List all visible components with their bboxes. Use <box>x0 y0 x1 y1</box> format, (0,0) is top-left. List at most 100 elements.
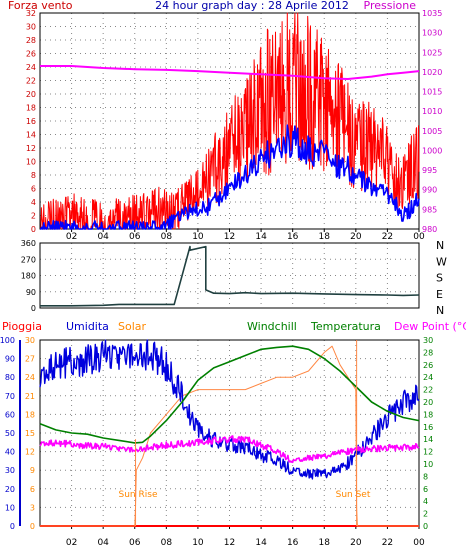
y-tick-label: 1010 <box>422 107 442 116</box>
y-tick-label: 8 <box>31 171 36 180</box>
weather-x-axis: 02 04 06 08 10 12 14 16 18 20 22 00 <box>66 526 425 548</box>
y-tick-label: 60 <box>5 410 15 419</box>
x-tick-label: 06 <box>129 538 141 548</box>
direction-grid <box>40 243 419 308</box>
y-tick-label: 16 <box>26 117 36 126</box>
y-tick-label: 18 <box>25 410 35 419</box>
wind-x-axis: 02 04 06 08 10 12 14 16 18 20 22 00 <box>66 229 425 242</box>
y-tick-label: 30 <box>423 336 433 345</box>
y-tick-label: 980 <box>422 225 437 234</box>
temperature-label: Temperatura <box>310 320 381 333</box>
y-tick-label: 18 <box>26 104 36 113</box>
dewpoint-label: Dew Point (°C) <box>394 320 466 333</box>
y-tick-label: 990 <box>422 186 437 195</box>
wind-force-label: Forza vento <box>8 0 73 12</box>
y-tick-label: 1015 <box>422 88 442 97</box>
y-tick-label: 22 <box>423 386 433 395</box>
x-tick-label: 04 <box>97 232 109 242</box>
wind-average-line <box>40 124 420 230</box>
x-tick-label: 02 <box>66 232 77 242</box>
x-tick-label: 14 <box>255 538 267 548</box>
y-tick-label: 0 <box>423 522 428 531</box>
y-tick-label: 0 <box>30 522 35 531</box>
y-tick-label: 30 <box>25 336 35 345</box>
wind-series <box>40 12 420 230</box>
y-tick-label: 985 <box>422 205 437 214</box>
y-tick-label: 26 <box>423 361 433 370</box>
y-tick-label: 27 <box>25 355 35 364</box>
pressure-y-axis: 980 985 990 995 1000 1005 1010 1015 1020 1025 1030… <box>422 9 442 234</box>
x-tick-label: 14 <box>255 232 267 242</box>
compass-label: E <box>436 288 443 301</box>
x-tick-label: 00 <box>413 232 425 242</box>
y-tick-label: 20 <box>423 398 433 407</box>
y-tick-label: 70 <box>5 392 15 401</box>
y-tick-label: 1030 <box>422 29 442 38</box>
y-tick-label: 360 <box>21 239 36 248</box>
humidity-label: Umidita <box>66 320 109 333</box>
windchill-label: Windchill <box>247 320 297 333</box>
y-tick-label: 10 <box>26 158 36 167</box>
x-tick-label: 18 <box>319 538 331 548</box>
x-tick-label: 20 <box>350 232 362 242</box>
y-tick-label: 100 <box>0 336 15 345</box>
y-tick-label: 12 <box>423 448 433 457</box>
graph-title: 24 hour graph day : 28 Aprile 2012 <box>155 0 349 12</box>
y-tick-label: 14 <box>423 435 433 444</box>
y-tick-label: 26 <box>26 50 36 59</box>
y-tick-label: 20 <box>5 485 15 494</box>
y-tick-label: 10 <box>5 503 15 512</box>
y-tick-label: 270 <box>21 255 36 264</box>
dewpoint-line <box>39 435 420 464</box>
y-tick-label: 0 <box>10 522 15 531</box>
weather-y-axes: 0102030405060708090100036912151821242730… <box>0 336 433 531</box>
y-tick-label: 32 <box>26 9 36 18</box>
y-tick-label: 0 <box>31 304 36 313</box>
x-tick-label: 08 <box>161 232 173 242</box>
x-tick-label: 18 <box>319 232 331 242</box>
y-tick-label: 50 <box>5 429 15 438</box>
y-tick-label: 24 <box>25 373 35 382</box>
y-tick-label: 14 <box>26 131 36 140</box>
y-tick-label: 180 <box>21 272 36 281</box>
x-tick-label: 22 <box>382 538 393 548</box>
x-tick-label: 16 <box>287 538 299 548</box>
wind-direction-line <box>40 245 420 307</box>
x-tick-label: 08 <box>161 538 173 548</box>
y-tick-label: 18 <box>423 410 433 419</box>
y-tick-label: 16 <box>423 423 433 432</box>
x-tick-label: 22 <box>382 232 393 242</box>
x-tick-label: 10 <box>192 538 204 548</box>
y-tick-label: 2 <box>423 510 428 519</box>
y-tick-label: 10 <box>423 460 433 469</box>
y-tick-label: 4 <box>423 497 428 506</box>
temperature-line <box>39 345 420 444</box>
y-tick-label: 90 <box>5 355 15 364</box>
compass-label: W <box>436 255 447 268</box>
y-tick-label: 40 <box>5 448 15 457</box>
y-tick-label: 9 <box>30 466 35 475</box>
pressure-line <box>40 65 420 80</box>
y-tick-label: 20 <box>26 90 36 99</box>
x-tick-label: 06 <box>129 232 141 242</box>
y-tick-label: 6 <box>30 485 35 494</box>
direction-series <box>40 245 420 307</box>
y-tick-label: 1000 <box>422 146 442 155</box>
y-tick-label: 21 <box>25 392 35 401</box>
direction-y-axis: 0 90 180 270 360 <box>21 239 36 313</box>
y-tick-label: 3 <box>30 503 35 512</box>
solar-line <box>40 345 419 527</box>
y-tick-label: 6 <box>31 185 36 194</box>
y-tick-label: 24 <box>423 373 433 382</box>
y-tick-label: 30 <box>5 466 15 475</box>
y-tick-label: 995 <box>422 166 437 175</box>
y-tick-label: 1005 <box>422 127 442 136</box>
y-tick-label: 8 <box>423 472 428 481</box>
y-tick-label: 1025 <box>422 48 442 57</box>
y-tick-label: 90 <box>26 288 36 297</box>
y-tick-label: 28 <box>423 348 433 357</box>
wind-gust-line <box>40 12 420 230</box>
pressure-label: Pressione <box>364 0 417 12</box>
